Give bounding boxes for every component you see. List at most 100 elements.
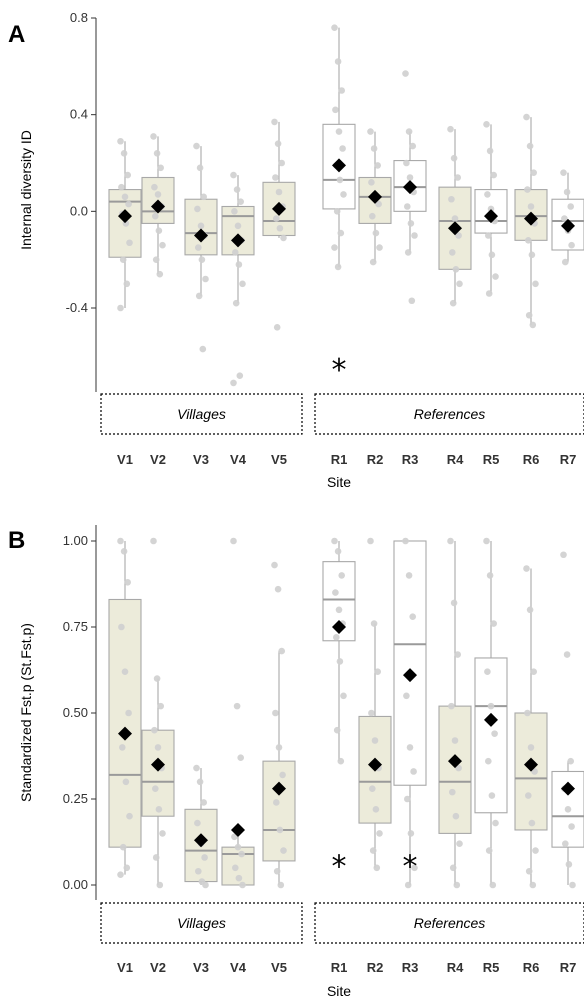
data-point: [274, 140, 282, 147]
data-point: [402, 70, 409, 77]
data-point: [201, 854, 208, 861]
data-point: [333, 634, 340, 641]
data-point: [484, 668, 491, 676]
data-point: [278, 647, 286, 655]
mean-marker: [561, 218, 575, 233]
x-tick-label: V3: [193, 960, 209, 975]
mean-marker: [403, 668, 417, 683]
data-point: [403, 692, 410, 700]
data-point: [331, 537, 338, 545]
data-point: [567, 203, 574, 210]
group-box-villages: [100, 902, 303, 944]
data-point: [273, 799, 280, 806]
data-point: [374, 162, 382, 169]
data-point: [404, 203, 411, 210]
mean-marker: [231, 822, 245, 837]
data-point: [526, 142, 534, 150]
data-point: [272, 709, 279, 717]
y-tick-label: 0.4: [70, 107, 88, 122]
mean-marker: [368, 757, 382, 772]
data-point: [368, 709, 375, 717]
data-point: [334, 548, 342, 555]
panel-B: B 1.00 0.75 0.50 0.25 0.00 Standardized Fst.p …: [8, 525, 584, 999]
data-point: [525, 792, 532, 799]
x-tick-label: R7: [560, 960, 577, 975]
data-point: [231, 833, 238, 841]
data-point: [560, 551, 567, 559]
data-point: [125, 709, 132, 717]
data-point: [151, 726, 158, 734]
group-label: Villages: [177, 406, 226, 422]
data-point: [120, 150, 128, 157]
data-point: [490, 171, 498, 179]
data-point: [272, 174, 279, 181]
data-point: [277, 881, 285, 889]
data-point: [202, 881, 209, 889]
data-point: [126, 812, 133, 820]
data-point: [278, 159, 286, 167]
data-point: [487, 702, 495, 710]
data-point: [117, 871, 124, 878]
box-iqr: [438, 705, 472, 834]
data-point: [486, 147, 494, 155]
data-point: [273, 867, 281, 875]
data-point: [406, 744, 414, 751]
data-point: [230, 379, 237, 387]
data-point: [374, 668, 382, 676]
mean-marker: [403, 180, 417, 195]
y-tick-label: 1.00: [63, 533, 88, 548]
mean-marker: [272, 781, 286, 796]
data-point: [198, 256, 206, 263]
data-point: [123, 280, 131, 288]
data-point: [448, 702, 455, 710]
data-point: [276, 224, 284, 232]
mean-marker: [194, 228, 208, 243]
data-point: [230, 537, 237, 545]
data-point: [489, 881, 497, 889]
data-point: [527, 744, 535, 751]
data-point: [486, 572, 494, 579]
x-tick-label: R3: [402, 960, 419, 975]
data-point: [271, 118, 278, 126]
box-V2: [141, 537, 175, 889]
x-tick-label: R5: [483, 960, 500, 975]
data-point: [237, 754, 244, 762]
data-point: [340, 191, 347, 198]
data-point: [194, 205, 201, 213]
data-point: [156, 881, 164, 889]
data-point: [483, 537, 490, 545]
data-point: [563, 651, 571, 658]
data-point: [524, 709, 531, 717]
data-point: [562, 258, 569, 266]
data-point: [280, 847, 287, 854]
group-box-references: [314, 393, 584, 435]
x-tick-label: V4: [230, 452, 247, 467]
box-R5: [474, 121, 508, 297]
data-point: [372, 806, 380, 813]
box-R1: [322, 24, 356, 271]
data-point: [151, 183, 158, 191]
data-point: [336, 176, 344, 184]
data-point: [280, 234, 287, 242]
data-point: [567, 757, 574, 765]
data-point: [159, 241, 166, 249]
data-point: [332, 106, 339, 114]
box-V5: [262, 561, 296, 889]
data-point: [525, 311, 533, 319]
box-R3: [393, 70, 427, 305]
data-point: [239, 881, 246, 889]
mean-marker: [368, 189, 382, 204]
data-point: [527, 203, 535, 210]
data-point: [121, 668, 129, 676]
data-point: [333, 208, 341, 215]
x-tick-label: R1: [331, 452, 348, 467]
data-point: [453, 881, 461, 889]
data-point: [157, 702, 164, 710]
data-point: [369, 847, 377, 854]
data-point: [369, 212, 376, 220]
data-point: [565, 861, 573, 868]
data-point: [409, 613, 417, 620]
data-point: [452, 266, 460, 273]
data-point: [154, 744, 162, 751]
